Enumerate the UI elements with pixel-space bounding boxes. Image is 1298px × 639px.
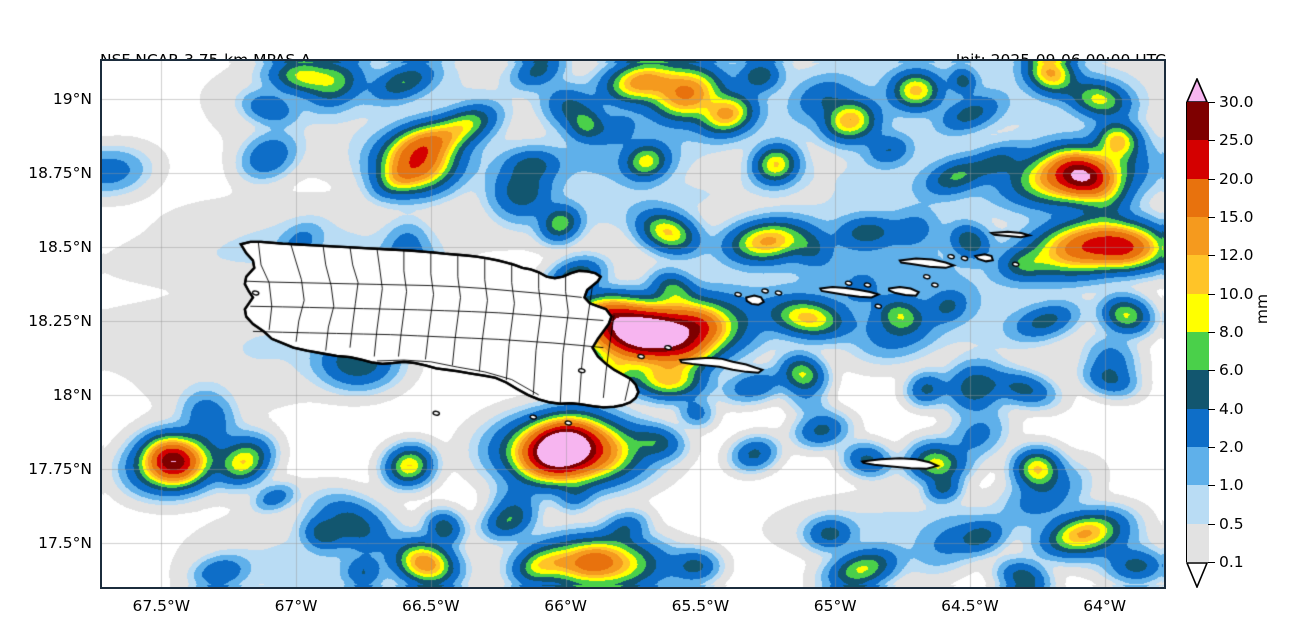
lon-tick-label: 64.5°W bbox=[941, 597, 999, 615]
colorbar-tick-label: 20.0 bbox=[1219, 169, 1254, 188]
colorbar-tick bbox=[1208, 332, 1215, 333]
lat-tick-label: 18°N bbox=[52, 385, 92, 404]
colorbar-tick bbox=[1208, 293, 1215, 295]
lat-tick-label: 18.5°N bbox=[38, 238, 92, 257]
colorbar-tick-label: 10.0 bbox=[1219, 284, 1254, 303]
colorbar-band bbox=[1187, 485, 1209, 524]
colorbar-tick bbox=[1208, 523, 1215, 525]
colorbar-unit-label: mm bbox=[1253, 293, 1271, 325]
lon-tick-label: 65.5°W bbox=[671, 597, 730, 615]
lon-tick-label: 66.5°W bbox=[402, 597, 460, 615]
colorbar-band bbox=[1187, 370, 1209, 409]
lat-tick-label: 17.5°N bbox=[38, 533, 92, 552]
lat-tick-label: 18.75°N bbox=[28, 164, 92, 183]
colorbar[interactable]: 0.1 0.5 1.0 2.0 4.0 6.0 8.0 10.0 12.0 15.0 20.0 25.… bbox=[1186, 78, 1254, 588]
colorbar-tick-label: 6.0 bbox=[1219, 361, 1244, 380]
lat-tick-label: 19°N bbox=[52, 90, 92, 109]
colorbar-tick-label: 15.0 bbox=[1219, 208, 1254, 226]
colorbar-band bbox=[1187, 255, 1209, 294]
colorbar-band bbox=[1187, 523, 1209, 562]
colorbar-under-arrow bbox=[1186, 562, 1208, 588]
colorbar-band bbox=[1187, 178, 1209, 217]
colorbar-band bbox=[1187, 217, 1209, 256]
colorbar-tick bbox=[1208, 102, 1215, 103]
colorbar-tick-label: 12.0 bbox=[1219, 246, 1254, 265]
colorbar-tick-label: 0.1 bbox=[1219, 553, 1244, 571]
lat-tick-label: 17.75°N bbox=[28, 459, 92, 478]
colorbar-tick bbox=[1208, 217, 1215, 218]
colorbar-tick bbox=[1208, 255, 1215, 257]
colorbar-tick-label: 1.0 bbox=[1219, 476, 1244, 495]
colorbar-bands bbox=[1186, 102, 1209, 562]
colorbar-tick bbox=[1208, 140, 1215, 142]
colorbar-tick bbox=[1208, 370, 1215, 372]
lon-tick-label: 67.5°W bbox=[132, 597, 191, 615]
colorbar-tick-label: 2.0 bbox=[1219, 438, 1244, 456]
colorbar-tick bbox=[1208, 485, 1215, 487]
lon-tick-label: 64°W bbox=[1083, 597, 1127, 615]
map-plot-area[interactable] bbox=[100, 59, 1166, 589]
lon-tick-label: 66°W bbox=[544, 597, 588, 615]
colorbar-tick bbox=[1208, 408, 1215, 410]
precipitation-field-canvas bbox=[102, 61, 1164, 587]
colorbar-tick-label: 25.0 bbox=[1219, 131, 1254, 150]
colorbar-tick bbox=[1208, 178, 1215, 180]
colorbar-tick bbox=[1208, 562, 1215, 563]
colorbar-tick bbox=[1208, 447, 1215, 448]
lon-tick-label: 65°W bbox=[813, 597, 857, 615]
colorbar-over-arrow bbox=[1186, 78, 1208, 103]
colorbar-tick-label: 8.0 bbox=[1219, 323, 1244, 341]
colorbar-tick-label: 30.0 bbox=[1219, 93, 1254, 111]
colorbar-band bbox=[1187, 447, 1209, 486]
lon-tick-label: 67°W bbox=[274, 597, 318, 615]
colorbar-tick-label: 4.0 bbox=[1219, 399, 1244, 418]
colorbar-tick-label: 0.5 bbox=[1219, 514, 1244, 533]
colorbar-band bbox=[1187, 332, 1209, 371]
colorbar-band bbox=[1187, 140, 1209, 179]
colorbar-band bbox=[1187, 102, 1209, 141]
lat-tick-label: 18.25°N bbox=[28, 312, 92, 331]
colorbar-band bbox=[1187, 408, 1209, 447]
colorbar-band bbox=[1187, 293, 1209, 332]
